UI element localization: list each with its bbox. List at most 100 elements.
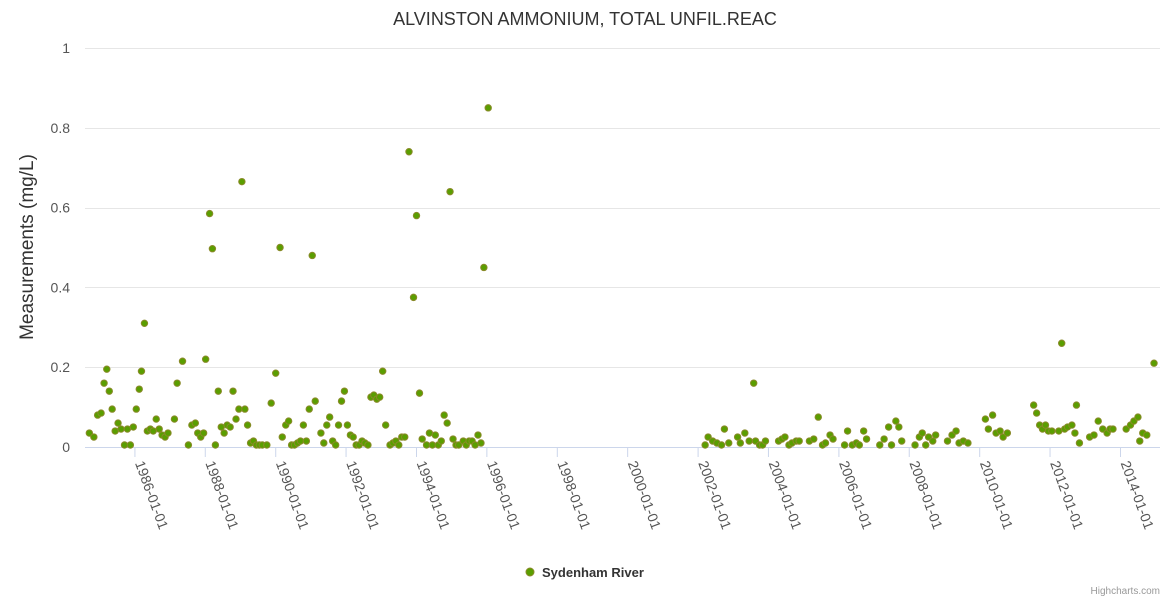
data-point[interactable] (1072, 401, 1081, 409)
data-point[interactable] (337, 397, 346, 405)
data-point[interactable] (103, 365, 111, 373)
data-point[interactable] (229, 387, 237, 395)
data-point[interactable] (164, 429, 172, 437)
data-point[interactable] (810, 435, 818, 443)
data-point[interactable] (305, 405, 313, 413)
credit-link[interactable]: Highcharts.com (1091, 586, 1160, 597)
data-point[interactable] (317, 429, 325, 437)
data-point[interactable] (781, 433, 789, 441)
data-point[interactable] (375, 393, 384, 401)
data-point[interactable] (263, 441, 271, 449)
data-point[interactable] (1090, 431, 1098, 439)
data-point[interactable] (364, 441, 372, 449)
data-point[interactable] (725, 439, 733, 447)
data-point[interactable] (964, 439, 972, 447)
data-point[interactable] (988, 411, 997, 419)
data-point[interactable] (821, 439, 830, 447)
data-point[interactable] (284, 417, 293, 425)
data-point[interactable] (238, 177, 246, 186)
data-point[interactable] (415, 389, 424, 397)
data-point[interactable] (931, 431, 940, 439)
data-point[interactable] (173, 379, 181, 387)
data-point[interactable] (720, 425, 729, 433)
data-point[interactable] (105, 387, 113, 395)
data-point[interactable] (929, 437, 937, 445)
data-point[interactable] (132, 405, 140, 413)
data-point[interactable] (884, 423, 893, 431)
data-point[interactable] (349, 433, 357, 441)
data-point[interactable] (184, 441, 193, 449)
legend[interactable]: Sydenham River (525, 565, 644, 580)
data-point[interactable] (178, 357, 187, 365)
data-point[interactable] (918, 429, 926, 437)
data-point[interactable] (1048, 427, 1056, 435)
data-point[interactable] (152, 415, 160, 423)
data-point[interactable] (741, 429, 749, 437)
data-point[interactable] (1058, 339, 1066, 347)
data-point[interactable] (214, 387, 222, 395)
data-point[interactable] (984, 425, 993, 433)
data-point[interactable] (140, 319, 149, 328)
data-point[interactable] (343, 421, 352, 429)
data-point[interactable] (243, 421, 252, 429)
data-point[interactable] (1029, 401, 1038, 409)
data-point[interactable] (276, 243, 284, 252)
data-point[interactable] (1032, 409, 1041, 417)
data-point[interactable] (405, 148, 413, 156)
data-point[interactable] (1041, 421, 1050, 429)
data-point[interactable] (480, 263, 488, 272)
data-point[interactable] (898, 437, 906, 445)
data-point[interactable] (717, 441, 726, 449)
data-point[interactable] (401, 433, 409, 441)
data-point[interactable] (1150, 359, 1158, 367)
data-point[interactable] (381, 421, 390, 429)
data-point[interactable] (1134, 413, 1142, 421)
data-point[interactable] (996, 427, 1004, 435)
data-point[interactable] (876, 441, 884, 449)
data-point[interactable] (704, 433, 712, 441)
data-point[interactable] (199, 429, 208, 437)
data-point[interactable] (155, 425, 163, 433)
data-point[interactable] (323, 421, 331, 429)
data-point[interactable] (880, 435, 888, 443)
data-point[interactable] (440, 411, 448, 419)
data-point[interactable] (474, 431, 482, 439)
data-point[interactable] (208, 244, 217, 253)
data-point[interactable] (278, 433, 286, 441)
data-point[interactable] (862, 435, 871, 443)
data-point[interactable] (114, 419, 122, 427)
data-point[interactable] (235, 405, 243, 413)
data-point[interactable] (340, 387, 349, 395)
data-point[interactable] (443, 419, 451, 427)
data-point[interactable] (308, 251, 316, 260)
data-point[interactable] (85, 429, 94, 437)
data-point[interactable] (1075, 439, 1084, 447)
data-point[interactable] (232, 415, 240, 423)
data-point[interactable] (226, 423, 234, 431)
data-point[interactable] (272, 369, 280, 377)
data-point[interactable] (795, 437, 803, 445)
data-point[interactable] (1109, 425, 1117, 433)
data-point[interactable] (201, 355, 210, 363)
data-point[interactable] (299, 421, 308, 429)
data-point[interactable] (446, 187, 454, 196)
data-point[interactable] (431, 431, 440, 439)
data-point[interactable] (320, 439, 328, 447)
data-point[interactable] (378, 367, 387, 375)
data-point[interactable] (455, 441, 463, 449)
data-point[interactable] (220, 429, 228, 437)
data-point[interactable] (205, 209, 214, 218)
data-point[interactable] (922, 441, 930, 449)
data-point[interactable] (97, 409, 105, 417)
data-point[interactable] (325, 413, 334, 421)
data-point[interactable] (911, 441, 919, 449)
data-point[interactable] (736, 439, 745, 447)
data-point[interactable] (170, 415, 179, 423)
data-point[interactable] (1068, 421, 1076, 429)
data-point[interactable] (1143, 431, 1151, 439)
data-point[interactable] (241, 405, 249, 413)
data-point[interactable] (409, 293, 418, 302)
data-point[interactable] (733, 433, 742, 441)
data-point[interactable] (331, 441, 340, 449)
data-point[interactable] (191, 419, 200, 427)
